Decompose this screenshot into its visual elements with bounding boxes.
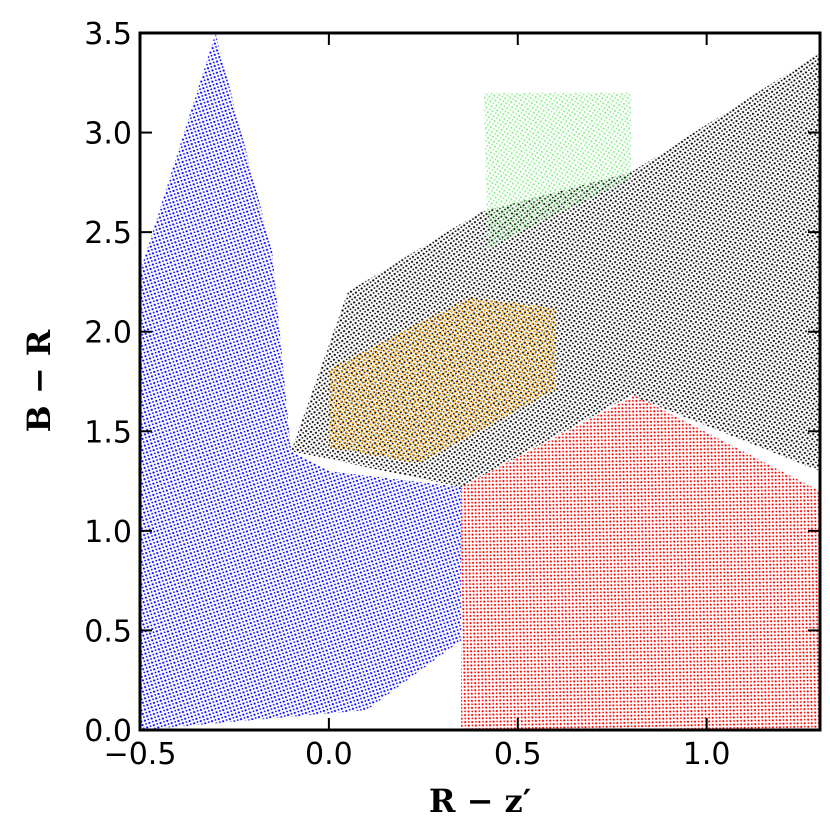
y-tick-label: 3.5	[84, 17, 132, 52]
plot-area	[140, 33, 820, 730]
y-tick-label: 2.5	[84, 216, 132, 251]
x-tick-label: −0.5	[104, 737, 177, 772]
y-tick-label: 3.0	[84, 117, 132, 152]
scatter-region	[140, 33, 462, 730]
y-tick-label: 1.0	[84, 515, 132, 550]
y-tick-label: 1.5	[84, 415, 132, 450]
y-tick-label: 2.0	[84, 316, 132, 351]
x-tick-label: 0.5	[494, 737, 542, 772]
x-tick-label: 0.0	[305, 737, 353, 772]
x-axis-label: R − z′	[429, 782, 531, 820]
y-axis-label: B − R	[20, 329, 58, 432]
y-tick-label: 0.5	[84, 614, 132, 649]
scatter-region	[483, 92, 632, 249]
plot-frame	[138, 31, 822, 732]
x-tick-label: 1.0	[683, 737, 731, 772]
y-tick-label: 0.0	[84, 714, 132, 749]
scatter-region	[328, 297, 556, 464]
scatter-region	[461, 395, 820, 730]
